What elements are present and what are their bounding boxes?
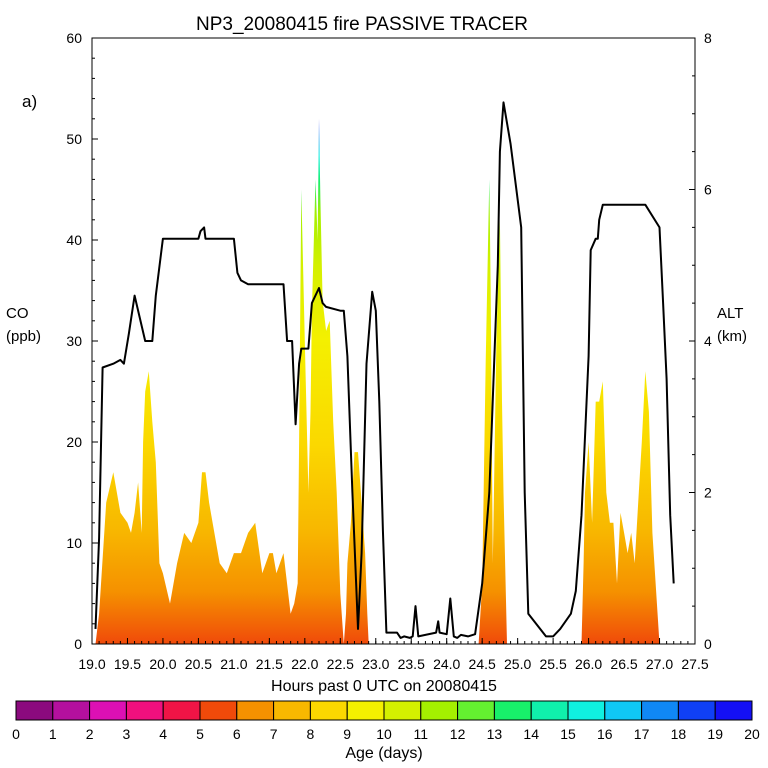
colorbar-tick-label: 10 bbox=[376, 726, 392, 742]
x-tick-label: 23.0 bbox=[362, 656, 389, 672]
y-left-tick-label: 10 bbox=[66, 535, 82, 551]
colorbar-segment bbox=[346, 700, 385, 721]
colorbar-tick-label: 0 bbox=[12, 726, 20, 742]
colorbar-segment bbox=[383, 700, 422, 721]
colorbar-tick-label: 15 bbox=[560, 726, 576, 742]
panel-label: a) bbox=[22, 92, 37, 111]
colorbar-tick-label: 18 bbox=[671, 726, 687, 742]
colorbar-tick-label: 11 bbox=[414, 726, 429, 742]
y-left-tick-label: 0 bbox=[74, 636, 82, 652]
y-axis-label-left-line1: CO bbox=[6, 305, 29, 322]
colorbar-tick-label: 1 bbox=[49, 726, 57, 742]
colorbar-segment bbox=[52, 700, 91, 721]
co-area-layer bbox=[95, 118, 667, 645]
y-right-tick-label: 0 bbox=[704, 636, 712, 652]
colorbar-segment bbox=[641, 700, 679, 721]
colorbar-segment bbox=[309, 700, 348, 721]
colorbar-tick-label: 5 bbox=[196, 726, 204, 742]
colorbar-tick-label: 12 bbox=[450, 726, 466, 742]
x-tick-label: 23.5 bbox=[398, 656, 425, 672]
y-right-tick-label: 2 bbox=[704, 485, 712, 501]
y-axis-label-left-line2: (ppb) bbox=[6, 328, 41, 345]
colorbar-segment bbox=[493, 700, 532, 721]
x-tick-label: 20.0 bbox=[149, 656, 176, 672]
y-left-tick-label: 20 bbox=[66, 434, 82, 450]
colorbar-tick-label: 4 bbox=[159, 726, 167, 742]
colorbar: 0 1 2 3 4 5 6 7 8 9 10 11 12 13 14 15 16 17 18 19 20 bbox=[12, 700, 760, 742]
colorbar-tick-label: 3 bbox=[123, 726, 131, 742]
colorbar-segment bbox=[530, 700, 569, 721]
colorbar-segment bbox=[199, 700, 238, 721]
y-axis-right-ticks: 0 2 4 6 8 bbox=[689, 30, 712, 652]
x-tick-label: 20.5 bbox=[185, 656, 212, 672]
x-tick-label: 24.0 bbox=[433, 656, 460, 672]
y-left-tick-label: 50 bbox=[66, 131, 82, 147]
altitude-line bbox=[94, 101, 675, 639]
x-axis-ticks: 19.0 19.5 20.0 20.5 21.0 21.5 22.0 22.5 23.0 23.5… bbox=[78, 638, 709, 672]
colorbar-tick-label: 16 bbox=[597, 726, 613, 742]
colorbar-segment bbox=[125, 700, 164, 721]
colorbar-segment bbox=[714, 700, 753, 721]
colorbar-tick-label: 9 bbox=[343, 726, 351, 742]
y-axis-label-right-line2: (km) bbox=[717, 328, 747, 345]
x-tick-label: 26.5 bbox=[610, 656, 637, 672]
colorbar-tick-label: 13 bbox=[487, 726, 503, 742]
y-left-tick-label: 60 bbox=[66, 30, 82, 46]
colorbar-segment bbox=[420, 700, 459, 721]
colorbar-tick-label: 6 bbox=[233, 726, 241, 742]
x-tick-label: 21.5 bbox=[256, 656, 283, 672]
colorbar-tick-label: 7 bbox=[270, 726, 278, 742]
colorbar-tick-label: 8 bbox=[307, 726, 315, 742]
co-area bbox=[95, 118, 667, 645]
x-tick-label: 25.5 bbox=[539, 656, 566, 672]
colorbar-segment bbox=[162, 700, 201, 721]
x-tick-label: 26.0 bbox=[575, 656, 602, 672]
colorbar-segment bbox=[236, 700, 275, 721]
colorbar-segment bbox=[567, 700, 606, 721]
y-right-tick-label: 4 bbox=[704, 333, 712, 349]
y-axis-label-right-line1: ALT bbox=[717, 305, 743, 322]
y-left-tick-label: 30 bbox=[66, 333, 82, 349]
x-tick-label: 21.0 bbox=[220, 656, 247, 672]
colorbar-segment bbox=[273, 700, 311, 721]
x-tick-label: 25.0 bbox=[504, 656, 531, 672]
x-axis-label: Hours past 0 UTC on 20080415 bbox=[271, 678, 497, 695]
colorbar-tick-label: 2 bbox=[86, 726, 94, 742]
colorbar-segment bbox=[604, 700, 643, 721]
colorbar-segment bbox=[15, 700, 54, 721]
x-tick-label: 27.0 bbox=[646, 656, 673, 672]
chart-title: NP3_20080415 fire PASSIVE TRACER bbox=[196, 14, 528, 35]
x-tick-label: 22.5 bbox=[327, 656, 354, 672]
y-left-tick-label: 40 bbox=[66, 232, 82, 248]
colorbar-tick-label: 17 bbox=[634, 726, 650, 742]
y-right-tick-label: 8 bbox=[704, 30, 712, 46]
colorbar-tick-label: 19 bbox=[707, 726, 723, 742]
x-tick-label: 19.0 bbox=[78, 656, 105, 672]
colorbar-segment bbox=[677, 700, 716, 721]
x-tick-label: 24.5 bbox=[469, 656, 496, 672]
y-right-tick-label: 6 bbox=[704, 182, 712, 198]
x-tick-label: 19.5 bbox=[114, 656, 141, 672]
x-tick-label: 27.5 bbox=[681, 656, 708, 672]
y-axis-left-ticks: 0 10 20 30 40 50 60 bbox=[66, 30, 98, 652]
colorbar-segment bbox=[457, 700, 495, 721]
altitude-line-layer bbox=[94, 101, 675, 639]
colorbar-segment bbox=[89, 700, 127, 721]
x-tick-label: 22.0 bbox=[291, 656, 318, 672]
colorbar-tick-label: 14 bbox=[523, 726, 539, 742]
colorbar-tick-label: 20 bbox=[744, 726, 760, 742]
colorbar-label: Age (days) bbox=[345, 745, 422, 762]
